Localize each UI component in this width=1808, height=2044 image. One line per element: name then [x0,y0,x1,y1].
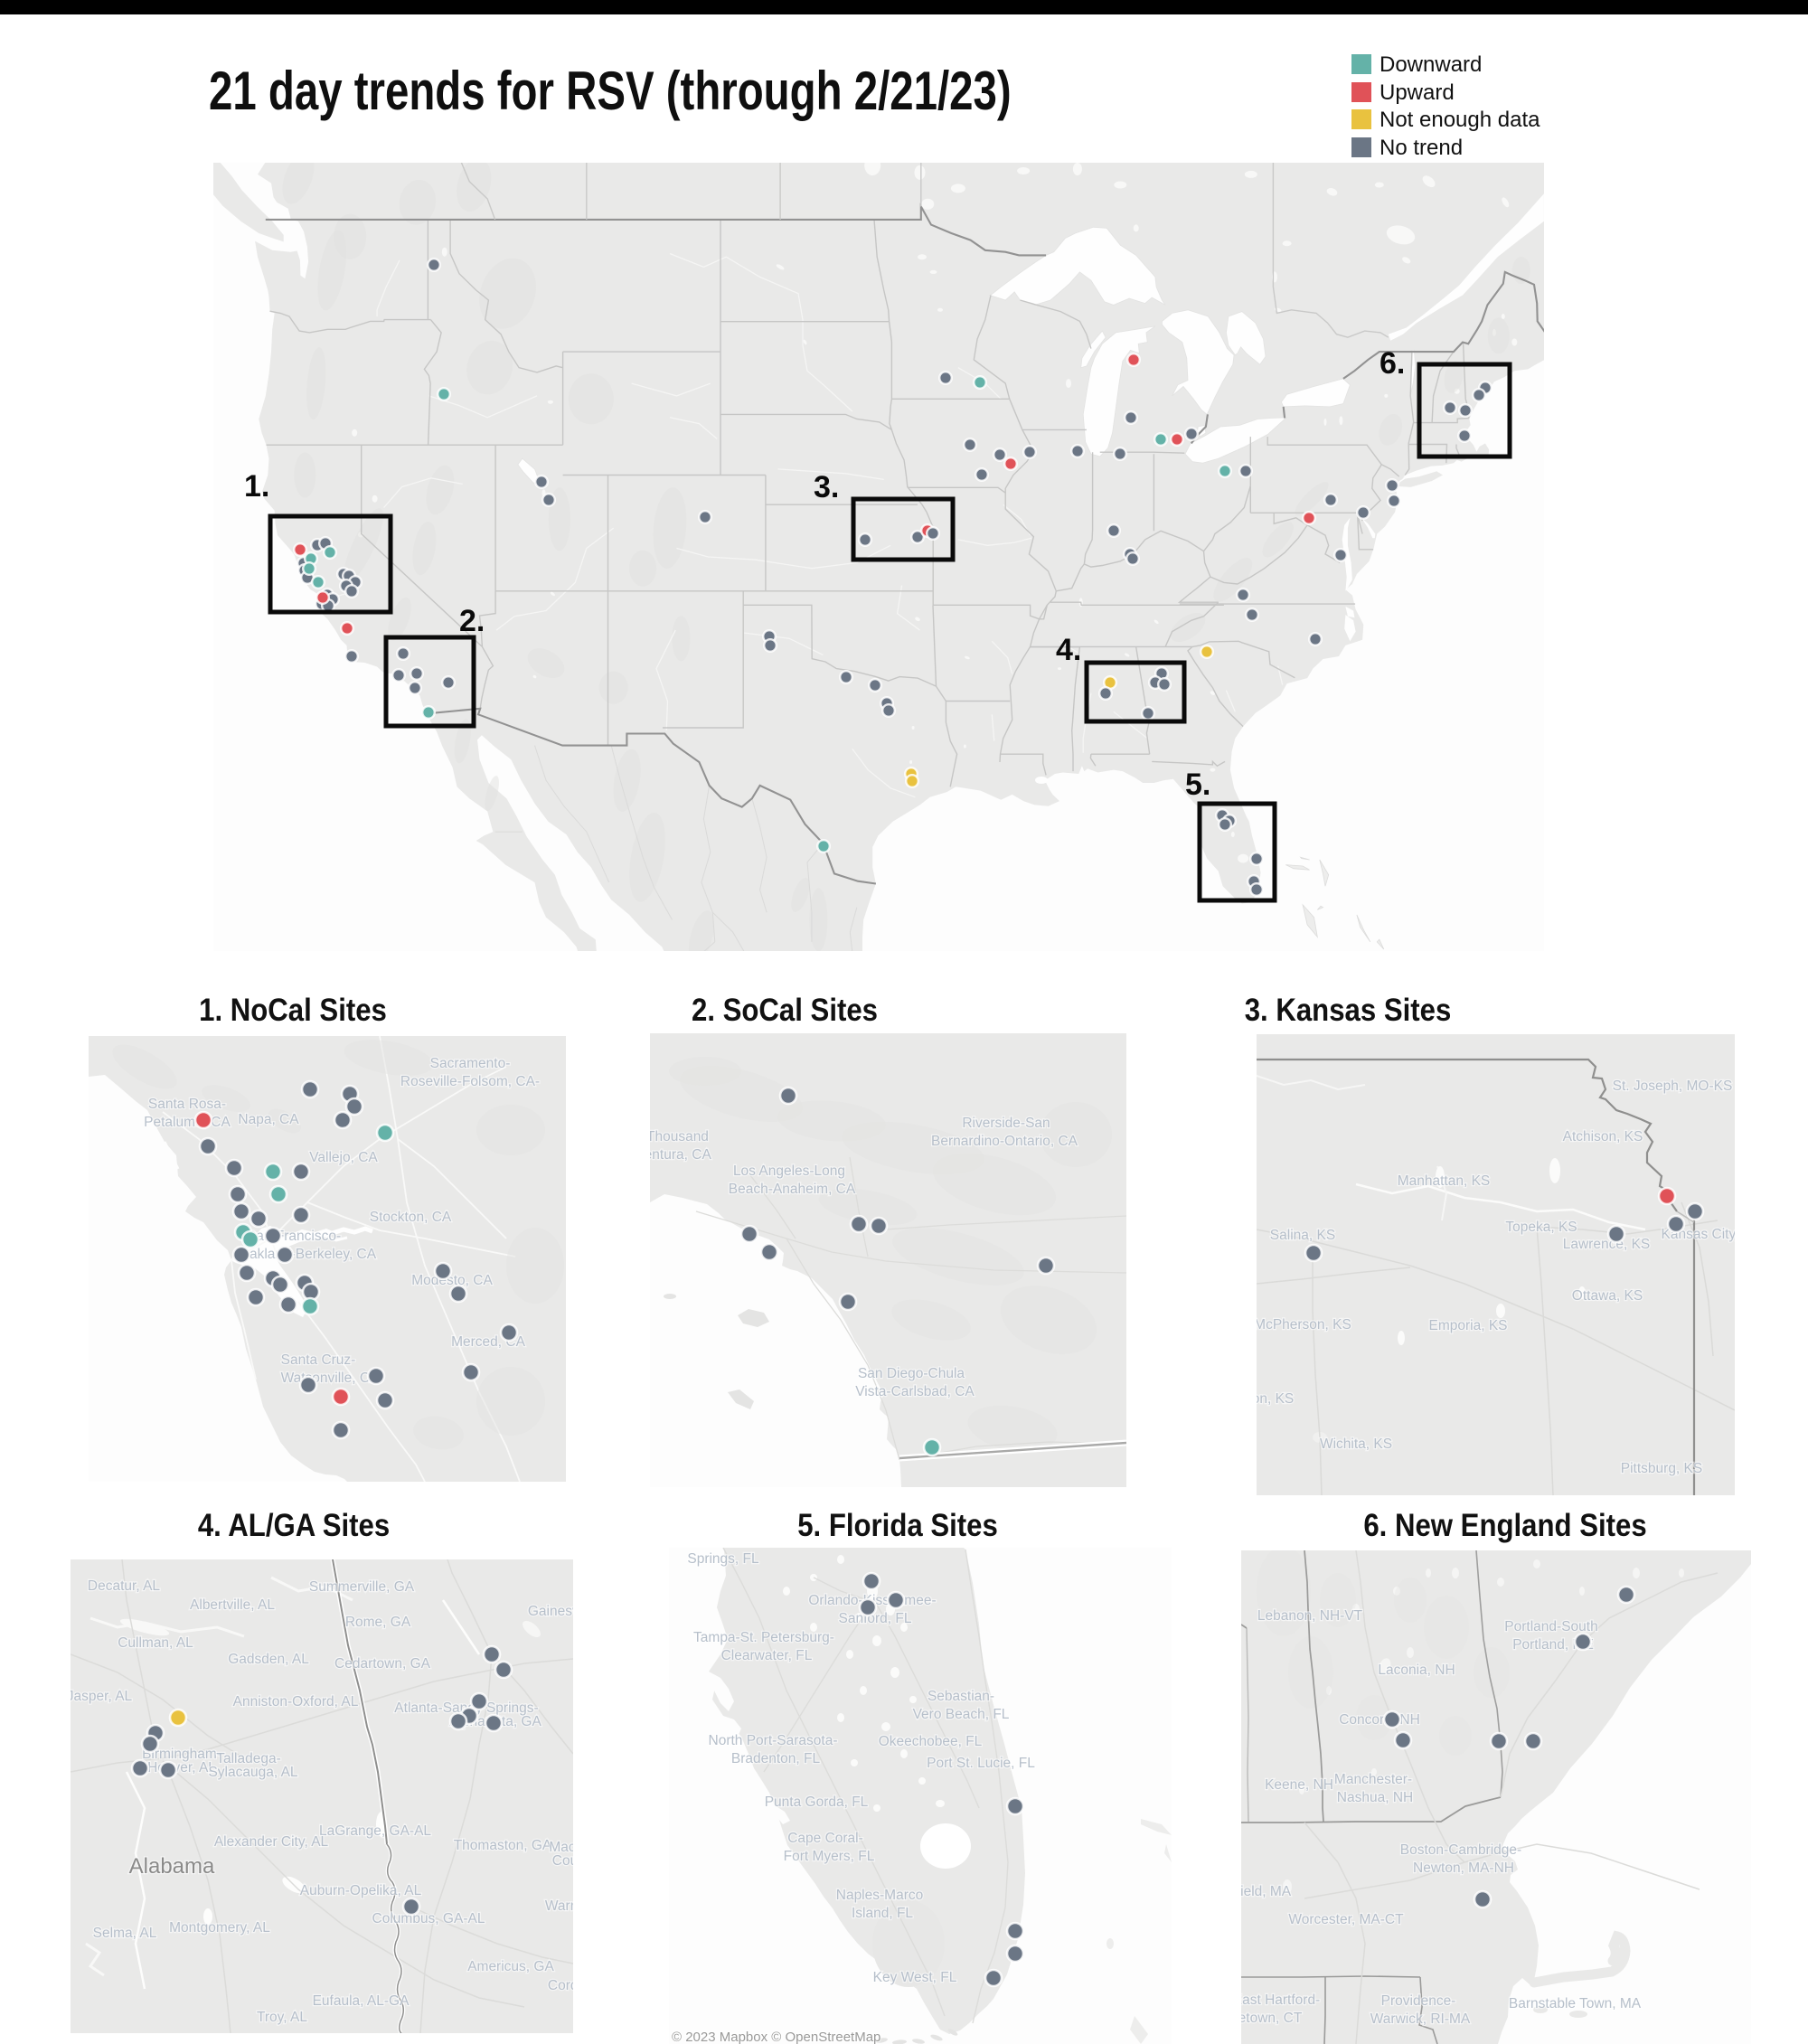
svg-text:Newton, MA-NH: Newton, MA-NH [1413,1860,1514,1876]
svg-text:Key West, FL: Key West, FL [873,1970,957,1985]
svg-text:Petaluma, CA: Petaluma, CA [144,1115,231,1130]
svg-text:Ottawa, KS: Ottawa, KS [1572,1288,1643,1304]
svg-text:Thomaston, GA: Thomaston, GA [454,1838,552,1853]
svg-text:Atchison, KS: Atchison, KS [1563,1129,1643,1144]
svg-text:etown, CT: etown, CT [1241,2011,1303,2026]
svg-text:Vista-Carlsbad, CA: Vista-Carlsbad, CA [855,1384,975,1399]
svg-text:Clearwater, FL: Clearwater, FL [721,1648,813,1663]
svg-text:Concord, NH: Concord, NH [1339,1712,1420,1728]
svg-text:Talladega-: Talladega- [216,1751,281,1766]
svg-text:Modesto, CA: Modesto, CA [411,1273,493,1288]
svg-text:Naples-Marco: Naples-Marco [836,1888,923,1903]
svg-text:Decatur, AL: Decatur, AL [88,1578,161,1594]
svg-text:Cedartown, GA: Cedartown, GA [334,1656,431,1672]
svg-text:Emporia, KS: Emporia, KS [1428,1318,1507,1333]
svg-text:Lawrence, KS: Lawrence, KS [1563,1237,1651,1252]
svg-text:Stockton, CA: Stockton, CA [370,1210,452,1225]
svg-text:Montgomery, AL: Montgomery, AL [169,1920,270,1936]
svg-text:Bradenton, FL: Bradenton, FL [731,1751,821,1766]
svg-text:Bernardino-Ontario, CA: Bernardino-Ontario, CA [931,1134,1078,1149]
svg-text:Topeka, KS: Topeka, KS [1505,1220,1577,1235]
svg-text:Rome, GA: Rome, GA [345,1615,411,1630]
svg-text:Vallejo, CA: Vallejo, CA [309,1150,378,1165]
svg-text:Watsonville, CA: Watsonville, CA [281,1371,380,1386]
svg-text:Sebastian-: Sebastian- [928,1689,994,1704]
svg-text:Lebanon, NH-VT: Lebanon, NH-VT [1257,1608,1363,1624]
svg-text:Portland-South: Portland-South [1504,1619,1597,1634]
svg-text:North Port-Sarasota-: North Port-Sarasota- [709,1733,838,1748]
svg-text:Vero Beach, FL: Vero Beach, FL [913,1707,1010,1722]
svg-text:Salina, KS: Salina, KS [1270,1228,1335,1243]
svg-text:Springs, FL: Springs, FL [687,1551,759,1567]
svg-text:Warwick, RI-MA: Warwick, RI-MA [1370,2011,1471,2027]
svg-text:Sacramento-: Sacramento- [430,1056,511,1071]
svg-text:Providence-: Providence- [1381,1993,1456,2009]
svg-text:LaGrange, GA-AL: LaGrange, GA-AL [319,1823,431,1839]
svg-text:Napa, CA: Napa, CA [238,1112,299,1127]
svg-text:Island, FL: Island, FL [852,1906,913,1921]
svg-text:Pittsburg, KS: Pittsburg, KS [1621,1461,1702,1476]
svg-text:Birmingham-: Birmingham- [142,1747,221,1762]
svg-text:San Diego-Chula: San Diego-Chula [858,1366,965,1381]
svg-text:East Hartford-: East Hartford- [1241,1992,1320,2008]
svg-text:Eufaula, AL-GA: Eufaula, AL-GA [313,1993,410,2009]
svg-text:Santa Cruz-: Santa Cruz- [281,1352,356,1368]
svg-text:Jasper, AL: Jasper, AL [71,1689,133,1704]
svg-text:Americus, GA: Americus, GA [467,1959,554,1974]
svg-text:Gadsden, AL: Gadsden, AL [228,1652,309,1667]
svg-text:Gainesvi: Gainesvi [528,1604,573,1619]
svg-text:Troy, AL: Troy, AL [257,2010,307,2025]
svg-text:Sylacauga, AL: Sylacauga, AL [208,1765,297,1780]
svg-text:Sanford, FL: Sanford, FL [839,1611,912,1626]
svg-text:Port St. Lucie, FL: Port St. Lucie, FL [927,1756,1035,1771]
svg-text:Summerville, GA: Summerville, GA [309,1579,415,1595]
svg-text:Warner: Warner [545,1898,573,1914]
svg-text:Los Angeles-Long: Los Angeles-Long [733,1163,845,1179]
svg-text:Roseville-Folsom, CA-: Roseville-Folsom, CA- [400,1074,540,1089]
svg-text:Punta Gorda, FL: Punta Gorda, FL [765,1794,869,1810]
svg-text:Okeechobee, FL: Okeechobee, FL [879,1734,983,1749]
svg-text:Alexander City, AL: Alexander City, AL [214,1834,329,1850]
svg-text:Nashua, NH: Nashua, NH [1337,1790,1413,1805]
svg-text:Corde: Corde [548,1978,573,1993]
svg-text:McPherson, KS: McPherson, KS [1257,1317,1351,1333]
svg-text:Barnstable Town, MA: Barnstable Town, MA [1509,1996,1642,2011]
svg-text:Selma, AL: Selma, AL [93,1926,157,1941]
svg-text:Columbus, GA-AL: Columbus, GA-AL [372,1911,485,1926]
svg-text:San Francisco-: San Francisco- [247,1229,341,1244]
svg-text:Keene, NH: Keene, NH [1265,1777,1333,1793]
svg-text:Albertville, AL: Albertville, AL [190,1597,275,1613]
svg-text:Fort Myers, FL: Fort Myers, FL [784,1849,875,1864]
svg-text:Worcester, MA-CT: Worcester, MA-CT [1288,1912,1404,1927]
svg-text:Manchester-: Manchester- [1334,1772,1412,1787]
svg-text:Laconia, NH: Laconia, NH [1378,1663,1455,1678]
svg-text:Manhattan, KS: Manhattan, KS [1398,1173,1491,1189]
svg-text:rd-Thousand: rd-Thousand [650,1129,709,1144]
svg-text:Santa Rosa-: Santa Rosa- [148,1097,226,1112]
svg-text:Boston-Cambridge-: Boston-Cambridge- [1400,1842,1521,1858]
svg-text:Auburn-Opelika, AL: Auburn-Opelika, AL [300,1883,422,1898]
svg-text:Alabama: Alabama [129,1854,215,1879]
svg-text:Cape Coral-: Cape Coral- [787,1831,863,1846]
svg-text:field, MA: field, MA [1241,1884,1292,1899]
svg-text:Cullman, AL: Cullman, AL [118,1635,193,1651]
svg-text:Beach-Anaheim, CA: Beach-Anaheim, CA [729,1182,856,1197]
svg-text:Tampa-St. Petersburg-: Tampa-St. Petersburg- [693,1630,834,1645]
svg-text:Mac: Mac [549,1840,573,1855]
svg-text:Oakland-Berkeley, CA: Oakland-Berkeley, CA [239,1247,377,1262]
svg-text:Anniston-Oxford, AL: Anniston-Oxford, AL [233,1694,359,1710]
svg-text:Ventura, CA: Ventura, CA [650,1147,711,1163]
svg-text:Cou: Cou [552,1853,573,1869]
svg-text:Wichita, KS: Wichita, KS [1320,1436,1392,1452]
svg-text:Hoover, AL: Hoover, AL [147,1760,216,1776]
svg-text:Riverside-San: Riverside-San [962,1116,1050,1131]
svg-text:on, KS: on, KS [1257,1391,1294,1407]
svg-text:St. Joseph, MO-KS: St. Joseph, MO-KS [1613,1079,1733,1094]
svg-text:© 2023 Mapbox © OpenStreetMap: © 2023 Mapbox © OpenStreetMap [672,2030,880,2044]
